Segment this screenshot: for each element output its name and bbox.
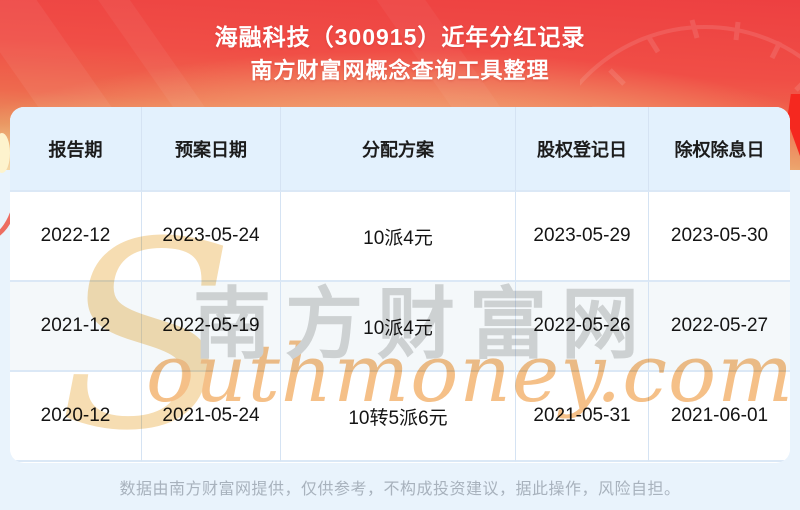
table-header-row: 报告期 预案日期 分配方案 股权登记日 除权除息日 <box>10 107 790 192</box>
table-cell: 2022-05-27 <box>649 282 790 372</box>
column-header-record-date: 股权登记日 <box>516 107 649 192</box>
table-cell: 2023-05-24 <box>142 192 281 282</box>
table-cell: 2022-12 <box>10 192 142 282</box>
table-cell: 2022-05-19 <box>142 282 281 372</box>
table-cell: 2020-12 <box>10 372 142 462</box>
table-cell: 2023-05-29 <box>516 192 649 282</box>
column-header-ex-dividend-date: 除权除息日 <box>649 107 790 192</box>
table-cell: 10派4元 <box>281 282 516 372</box>
table-cell: 2021-06-01 <box>649 372 790 462</box>
table-cell: 10派4元 <box>281 192 516 282</box>
column-header-distribution-plan: 分配方案 <box>281 107 516 192</box>
table-cell: 2021-12 <box>10 282 142 372</box>
page-title: 海融科技（300915）近年分红记录 <box>214 24 586 50</box>
dividend-table: 报告期 预案日期 分配方案 股权登记日 除权除息日 2022-12 2023-0… <box>10 107 790 463</box>
page-subtitle: 南方财富网概念查询工具整理 <box>250 58 550 83</box>
disclaimer-footer: 数据由南方财富网提供，仅供参考，不构成投资建议，据此操作，风险自担。 <box>0 463 800 510</box>
table-row: 2021-12 2022-05-19 10派4元 2022-05-26 2022… <box>10 282 790 372</box>
table-cell: 2021-05-24 <box>142 372 281 462</box>
cream-blob-decoration <box>0 133 10 173</box>
table-cell: 2022-05-26 <box>516 282 649 372</box>
disclaimer-text: 数据由南方财富网提供，仅供参考，不构成投资建议，据此操作，风险自担。 <box>119 480 681 498</box>
column-header-report-period: 报告期 <box>10 107 142 192</box>
table-cell: 2023-05-30 <box>649 192 790 282</box>
table-row: 2022-12 2023-05-24 10派4元 2023-05-29 2023… <box>10 192 790 282</box>
table-cell: 2021-05-31 <box>516 372 649 462</box>
table-cell: 10转5派6元 <box>281 372 516 462</box>
table-row: 2020-12 2021-05-24 10转5派6元 2021-05-31 20… <box>10 372 790 462</box>
column-header-plan-date: 预案日期 <box>142 107 281 192</box>
